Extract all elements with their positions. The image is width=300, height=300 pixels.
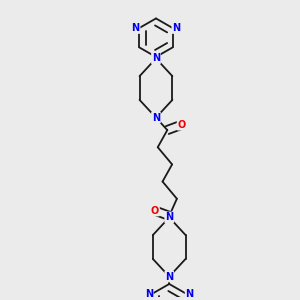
- Text: N: N: [165, 212, 173, 222]
- Text: N: N: [152, 112, 160, 123]
- Text: N: N: [172, 23, 180, 33]
- Text: N: N: [186, 289, 194, 298]
- Text: N: N: [152, 53, 160, 63]
- Text: O: O: [178, 120, 186, 130]
- Text: N: N: [145, 289, 153, 298]
- Text: N: N: [165, 272, 173, 282]
- Text: N: N: [131, 23, 140, 33]
- Text: O: O: [151, 206, 159, 216]
